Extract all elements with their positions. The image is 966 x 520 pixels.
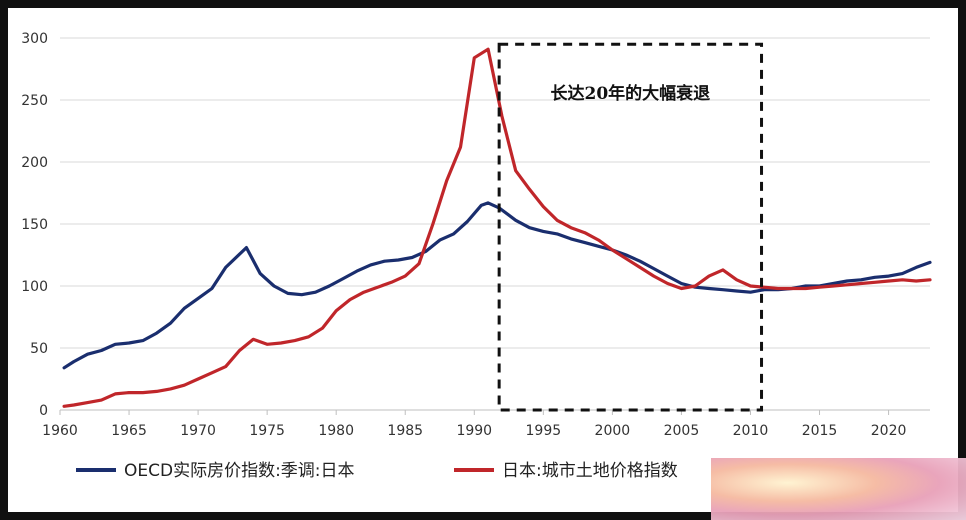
y-tick-label: 50 [30, 341, 48, 357]
y-tick-label: 100 [21, 279, 48, 295]
legend-label-0: OECD实际房价指数:季调:日本 [124, 461, 355, 481]
y-tick-label: 250 [21, 93, 48, 109]
x-tick-label: 1990 [456, 423, 492, 439]
chart-frame: 0 50 100 150 200 250 300 1960 1965 1970 1975 1980 1… [8, 8, 966, 520]
y-tick-label: 150 [21, 217, 48, 233]
legend-label-1: 日本:城市土地价格指数 [502, 461, 678, 481]
gridlines [60, 37, 930, 349]
y-tick-label: 300 [21, 31, 48, 47]
x-tick-label: 2010 [733, 423, 769, 439]
y-tick-label: 200 [21, 155, 48, 171]
x-tick-label: 1965 [111, 423, 147, 439]
x-tick-label: 1970 [180, 423, 216, 439]
x-tick-label: 2020 [871, 423, 907, 439]
recession-annotation: 长达20年的大幅衰退 [550, 83, 710, 104]
series-lines [62, 47, 932, 408]
x-axis-ticks: 1960 1965 1970 1975 1980 1985 1990 1995 2000 2005… [42, 410, 906, 439]
x-tick-label: 2005 [664, 423, 700, 439]
x-tick-label: 1960 [42, 423, 78, 439]
recession-highlight-box [497, 42, 764, 412]
x-tick-label: 2015 [802, 423, 838, 439]
x-tick-label: 2000 [595, 423, 631, 439]
series-line-1 [62, 47, 932, 408]
x-tick-label: 1975 [249, 423, 285, 439]
x-tick-label: 1980 [318, 423, 354, 439]
series-line-0 [62, 201, 932, 370]
y-axis-ticks: 0 50 100 150 200 250 300 [21, 31, 48, 419]
x-tick-label: 1995 [526, 423, 562, 439]
watermark-logo [711, 458, 966, 520]
x-tick-label: 1985 [387, 423, 423, 439]
legend: OECD实际房价指数:季调:日本 日本:城市土地价格指数 [76, 461, 678, 481]
y-tick-label: 0 [39, 403, 48, 419]
